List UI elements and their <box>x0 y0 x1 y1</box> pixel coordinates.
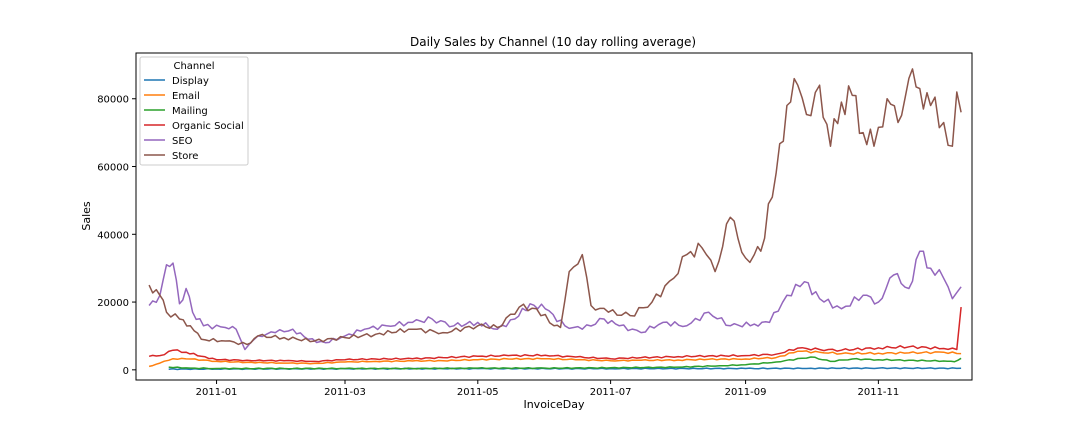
legend-label: Mailing <box>172 106 208 117</box>
x-tick-label: 2011-03 <box>324 387 366 398</box>
legend-label: SEO <box>172 136 193 147</box>
y-tick-label: 60000 <box>97 163 129 174</box>
plot-frame <box>135 52 973 381</box>
y-axis: 0 20000 40000 60000 80000 <box>97 95 136 377</box>
plot-lines <box>148 68 962 371</box>
y-tick-label: 20000 <box>97 298 129 309</box>
x-tick-label: 2011-11 <box>857 387 899 398</box>
legend-title: Channel <box>173 61 214 72</box>
x-axis: 2011-01 2011-03 2011-05 2011-07 2011-09 2011-… <box>196 380 899 398</box>
legend-label: Organic Social <box>172 121 244 132</box>
series-line-mailing <box>168 356 962 370</box>
y-tick-label: 80000 <box>97 95 129 106</box>
x-tick-label: 2011-01 <box>196 387 238 398</box>
y-axis-label: Sales <box>80 201 93 231</box>
legend-label: Store <box>172 151 198 162</box>
series-line-email <box>148 350 962 368</box>
legend-label: Display <box>172 76 209 87</box>
series-line-organic-social <box>148 307 962 363</box>
x-tick-label: 2011-05 <box>457 387 499 398</box>
x-tick-label: 2011-09 <box>725 387 767 398</box>
legend-label: Email <box>172 91 200 102</box>
series-line-seo <box>148 250 962 351</box>
y-tick-label: 0 <box>123 366 129 377</box>
x-tick-label: 2011-07 <box>590 387 632 398</box>
chart-title: Daily Sales by Channel (10 day rolling a… <box>410 35 696 49</box>
series-line-store <box>148 68 962 346</box>
y-tick-label: 40000 <box>97 230 129 241</box>
legend: Channel Display Email Mailing Organic Socia… <box>139 56 249 166</box>
x-axis-label: InvoiceDay <box>523 398 585 411</box>
legend-box <box>139 56 249 166</box>
legend-items: Display Email Mailing Organic Social SEO Stor… <box>144 76 244 162</box>
